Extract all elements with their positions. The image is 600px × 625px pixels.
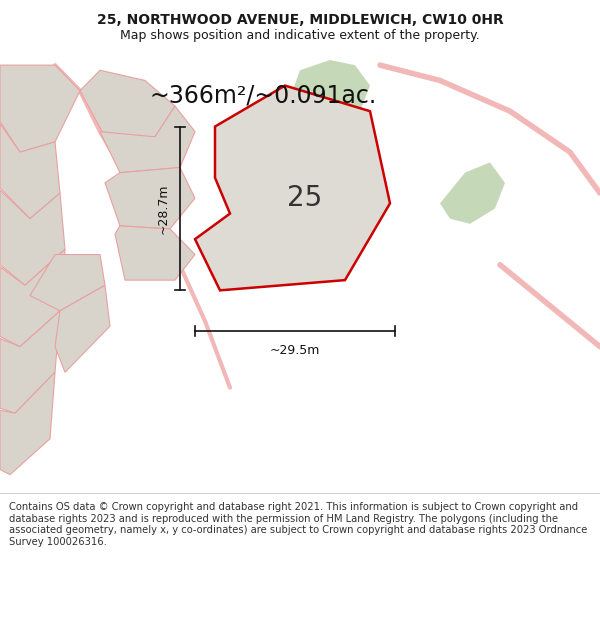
Polygon shape [105, 168, 195, 229]
Polygon shape [0, 65, 80, 152]
Polygon shape [195, 86, 390, 291]
Polygon shape [285, 60, 370, 126]
Polygon shape [115, 226, 195, 280]
Text: ~28.7m: ~28.7m [157, 183, 170, 234]
Polygon shape [30, 254, 105, 311]
Polygon shape [55, 285, 110, 372]
Polygon shape [0, 124, 60, 219]
Polygon shape [0, 190, 65, 285]
Text: Map shows position and indicative extent of the property.: Map shows position and indicative extent… [120, 29, 480, 42]
Text: ~29.5m: ~29.5m [270, 344, 320, 357]
Text: ~366m²/~0.091ac.: ~366m²/~0.091ac. [150, 84, 377, 108]
Polygon shape [0, 372, 55, 474]
Polygon shape [0, 249, 65, 347]
Polygon shape [0, 311, 60, 413]
Text: 25: 25 [287, 184, 323, 213]
Polygon shape [80, 70, 175, 137]
Text: 25, NORTHWOOD AVENUE, MIDDLEWICH, CW10 0HR: 25, NORTHWOOD AVENUE, MIDDLEWICH, CW10 0… [97, 13, 503, 28]
Text: Contains OS data © Crown copyright and database right 2021. This information is : Contains OS data © Crown copyright and d… [9, 502, 587, 547]
Polygon shape [440, 162, 505, 224]
Polygon shape [100, 106, 195, 172]
